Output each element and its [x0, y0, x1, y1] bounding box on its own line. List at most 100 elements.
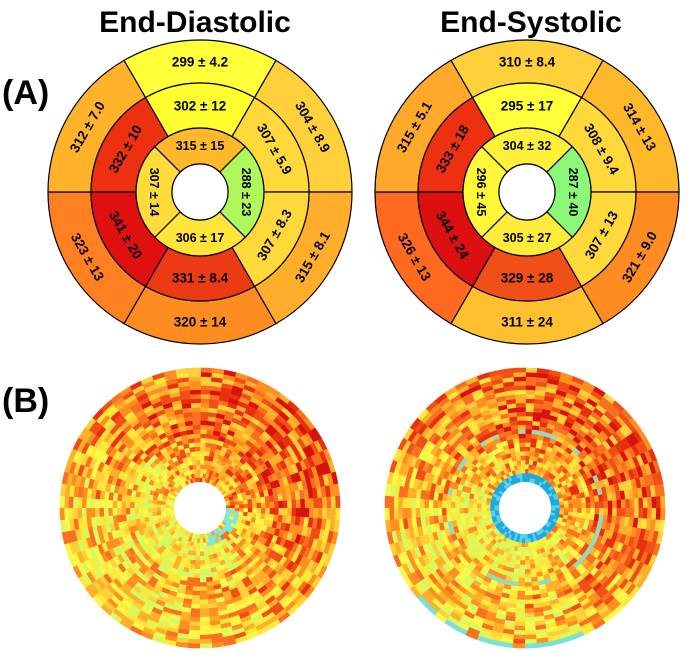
- heatmap-cell: [509, 447, 516, 454]
- heatmap-cell: [102, 472, 110, 484]
- heatmap-cell: [121, 581, 133, 593]
- heatmap-cell: [264, 539, 272, 548]
- heatmap-cell: [555, 623, 569, 632]
- heatmap-cell: [587, 611, 601, 623]
- heatmap-cell: [194, 446, 201, 452]
- heatmap-cell: [525, 477, 528, 483]
- heatmap-cell: [469, 424, 480, 433]
- heatmap-cell: [147, 503, 153, 508]
- heatmap-cell: [476, 507, 482, 513]
- heatmap-cell: [620, 595, 633, 608]
- heatmap-cell: [519, 564, 525, 570]
- heatmap-cell: [596, 520, 603, 529]
- heatmap-cell: [299, 459, 308, 472]
- heatmap-cell: [575, 614, 589, 624]
- heatmap-cell: [461, 448, 470, 458]
- heatmap-cell: [532, 550, 538, 556]
- heatmap-cell: [555, 389, 568, 398]
- heatmap-cell: [445, 597, 458, 609]
- heatmap-cell: [200, 472, 204, 478]
- heatmap-cell: [563, 508, 569, 513]
- heatmap-cell: [94, 469, 102, 481]
- heatmap-cell: [263, 476, 271, 485]
- heatmap-cell: [530, 438, 538, 444]
- heatmap-cell: [443, 572, 454, 583]
- heatmap-cell: [558, 631, 572, 640]
- heatmap-cell: [199, 555, 205, 561]
- heatmap-cell: [202, 537, 207, 544]
- heatmap-cell: [106, 474, 114, 485]
- heatmap-cell: [221, 521, 227, 526]
- heatmap-cell: [298, 516, 305, 528]
- heatmap-cell: [413, 445, 424, 459]
- heatmap-cell: [474, 431, 485, 441]
- heatmap-cell: [297, 423, 309, 436]
- heatmap-cell: [472, 507, 478, 513]
- heatmap-cell: [489, 429, 499, 437]
- heatmap-cell: [86, 487, 93, 499]
- heatmap-cell: [535, 530, 541, 536]
- heatmap-cell: [603, 556, 613, 567]
- heatmap-cell: [236, 424, 247, 433]
- heatmap-cell: [206, 464, 212, 471]
- heatmap-cell: [211, 438, 219, 445]
- heatmap-cell: [140, 432, 151, 442]
- heatmap-cell: [147, 511, 153, 518]
- heatmap-cell: [592, 569, 603, 580]
- heatmap-cell: [405, 453, 415, 467]
- heatmap-cell: [256, 535, 264, 544]
- heatmap-cell: [552, 583, 563, 591]
- heatmap-cell: [470, 618, 484, 628]
- heatmap-cell: [588, 489, 595, 498]
- heatmap-cell: [88, 557, 98, 570]
- heatmap-cell: [532, 554, 539, 560]
- heatmap-cell: [583, 604, 596, 615]
- heatmap-cell: [151, 372, 166, 381]
- heatmap-cell: [271, 520, 278, 529]
- heatmap-cell: [151, 507, 157, 513]
- heatmap-cell: [642, 497, 648, 509]
- heatmap-cell: [521, 538, 525, 544]
- heatmap-cell: [606, 492, 613, 502]
- heatmap-cell: [524, 638, 537, 645]
- heatmap-cell: [643, 540, 653, 554]
- heatmap-cell: [100, 561, 111, 574]
- heatmap-cell: [467, 552, 476, 561]
- heatmap-cell: [149, 610, 162, 620]
- heatmap-cell: [277, 514, 284, 524]
- heatmap-cell: [442, 535, 450, 546]
- heatmap-cell: [529, 568, 537, 574]
- heatmap-cell: [311, 487, 319, 499]
- heatmap-cell: [142, 379, 156, 390]
- heatmap-cell: [262, 611, 276, 623]
- heatmap-cell: [617, 592, 630, 605]
- heatmap-cell: [187, 638, 200, 645]
- heatmap-cell: [135, 558, 145, 567]
- heatmap-cell: [479, 450, 488, 458]
- heatmap-cell: [108, 515, 114, 525]
- heatmap-cell: [631, 573, 643, 587]
- heatmap-cell: [237, 514, 244, 520]
- heatmap-cell: [600, 452, 609, 463]
- heatmap-cell: [233, 538, 241, 546]
- heatmap-cell: [140, 375, 155, 386]
- heatmap-cell: [250, 470, 258, 478]
- heatmap-cell: [302, 468, 311, 481]
- heatmap-cell: [525, 428, 533, 435]
- heatmap-cell: [180, 611, 191, 618]
- heatmap-cell: [525, 446, 531, 452]
- heatmap-cell: [255, 449, 265, 458]
- heatmap-cell: [600, 486, 608, 495]
- heatmap-cell: [212, 434, 220, 441]
- heatmap-cell: [469, 383, 483, 394]
- heatmap-cell: [552, 464, 560, 472]
- heatmap-cell: [441, 544, 450, 555]
- heatmap-cell: [116, 514, 123, 523]
- heatmap-cell: [118, 584, 130, 596]
- heatmap-cell: [264, 439, 275, 450]
- heatmap-cell: [635, 454, 645, 467]
- heatmap-cell: [503, 619, 516, 627]
- heatmap-cell: [179, 615, 191, 622]
- heatmap-cell: [173, 490, 179, 495]
- heatmap-cell: [459, 496, 465, 503]
